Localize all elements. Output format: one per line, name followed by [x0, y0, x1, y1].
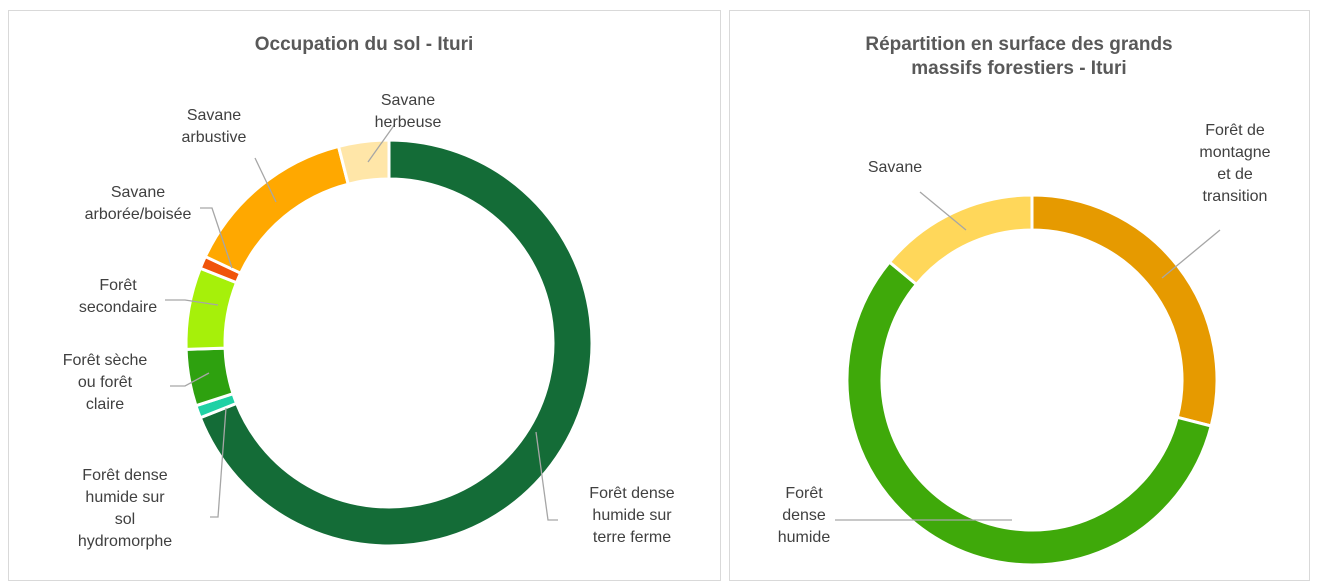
segment-label: Savane arbustive [182, 107, 247, 146]
donut-segment [184, 346, 235, 408]
donut-segment [845, 259, 1214, 567]
segment-label: Forêt sèche ou forêt claire [63, 352, 148, 413]
segment-label: Savane arborée/boisée [85, 184, 192, 223]
leader-line [254, 157, 277, 203]
segment-label: Forêt de montagne et de transition [1199, 122, 1270, 205]
segment-label: Forêt secondaire [79, 277, 157, 316]
donut-segment [887, 193, 1034, 287]
chart-title: Répartition en surface des grands massifs… [865, 34, 1172, 79]
panel [8, 10, 721, 581]
segment-label: Savane [868, 159, 922, 176]
segment-label: Savane herbeuse [375, 92, 442, 131]
chart-title: Occupation du sol - Ituri [255, 34, 474, 55]
panel [729, 10, 1310, 581]
segment-label: Forêt dense humide sur terre ferme [589, 485, 674, 546]
leader-line [210, 407, 227, 518]
leader-line [165, 299, 219, 306]
leader-line [919, 191, 967, 231]
leader-line [535, 431, 558, 521]
segment-label: Forêt dense humide [778, 485, 831, 546]
donut-segment [336, 138, 391, 186]
leader-line [200, 207, 233, 269]
segment-label: Forêt dense humide sur sol hydromorphe [78, 467, 172, 550]
donut-segment [198, 138, 594, 548]
leader-line [1161, 229, 1221, 279]
leader-line [367, 123, 396, 163]
leader-line [170, 372, 210, 387]
